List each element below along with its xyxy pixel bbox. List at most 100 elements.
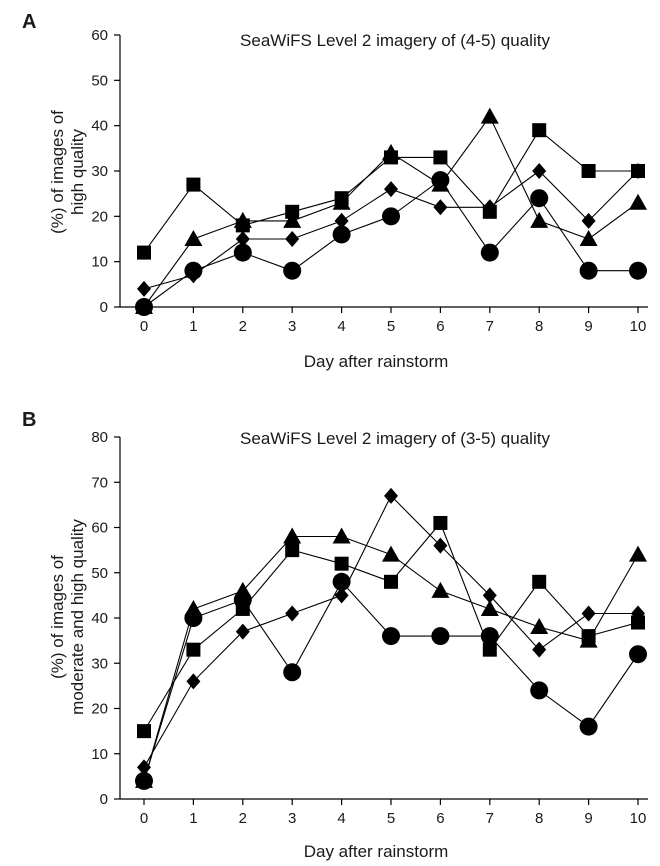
data-point-diamond-b	[532, 641, 547, 658]
data-point-diamond-a	[433, 199, 448, 216]
data-point-triangle-a	[530, 211, 549, 228]
data-point-triangle-a	[283, 211, 302, 228]
data-point-diamond-a	[384, 181, 398, 198]
x-tick-label-a: 7	[486, 318, 494, 335]
data-point-triangle-a	[233, 211, 252, 228]
x-tick-label-a: 1	[189, 318, 197, 335]
data-point-square-b	[532, 574, 547, 589]
axes-a: 0 10 20 30 40 50 60 0 1 2 3 4 5 6 7 8 9 10	[91, 27, 648, 335]
data-point-diamond-b	[384, 487, 398, 504]
data-point-diamond-b	[433, 537, 448, 554]
y-axis-label-b-line1: (%) of images of	[48, 555, 67, 679]
data-point-diamond-b	[581, 605, 596, 622]
y-tick-label-b: 30	[91, 655, 108, 672]
y-tick-label-a: 10	[91, 254, 108, 271]
data-point-circle-b	[233, 590, 252, 609]
y-tick-label-a: 0	[100, 299, 108, 316]
data-point-diamond-b	[235, 623, 250, 640]
data-point-diamond-b	[631, 605, 645, 622]
y-tick-label-a: 40	[91, 118, 108, 135]
y-axis-label-b: (%) of images of moderate and high quali…	[48, 519, 87, 715]
data-point-triangle-b	[431, 581, 450, 598]
chart-title-a: SeaWiFS Level 2 imagery of (4-5) quality	[240, 31, 550, 50]
x-tick-label-b: 5	[387, 810, 395, 827]
x-tick-label-a: 9	[584, 318, 592, 335]
data-point-circle-b	[579, 717, 598, 736]
x-tick-label-b: 7	[486, 810, 494, 827]
data-point-circle-a	[382, 207, 400, 226]
data-point-diamond-a	[285, 231, 300, 247]
data-point-circle-b	[382, 627, 400, 646]
data-point-circle-b	[480, 627, 499, 646]
data-point-diamond-a	[532, 163, 547, 179]
data-point-circle-a	[530, 189, 549, 208]
data-point-diamond-a	[631, 163, 645, 179]
y-tick-label-b: 20	[91, 701, 108, 718]
data-point-circle-a	[629, 261, 647, 280]
data-point-circle-b	[283, 663, 302, 682]
x-tick-label-b: 1	[189, 810, 197, 827]
data-point-circle-a	[332, 225, 351, 244]
data-point-square-a	[285, 204, 300, 219]
y-axis-label-a-line2: high quality	[68, 129, 87, 216]
x-tick-label-b: 8	[535, 810, 543, 827]
y-tick-label-a: 30	[91, 163, 108, 180]
data-point-triangle-a	[184, 230, 203, 246]
y-tick-label-b: 0	[100, 791, 108, 808]
axes-b: 0 10 20 30 40 50 60 70 80 0 1 2 3 4 5 6 7 8 9 10	[91, 429, 648, 827]
series-line-triangle-b	[143, 535, 639, 782]
data-point-square-b	[285, 543, 300, 558]
data-point-circle-b	[135, 771, 153, 790]
data-point-circle-a	[480, 243, 499, 262]
data-point-triangle-a	[332, 193, 351, 210]
y-tick-label-a: 50	[91, 72, 108, 89]
data-point-circle-b	[332, 572, 351, 591]
data-point-diamond-a	[581, 212, 596, 229]
y-tick-label-b: 50	[91, 565, 108, 582]
y-tick-label-a: 20	[91, 208, 108, 225]
y-tick-label-b: 60	[91, 520, 108, 537]
data-point-diamond-a	[482, 199, 497, 216]
data-point-diamond-a	[235, 231, 250, 247]
data-point-triangle-a	[382, 143, 400, 160]
x-tick-label-b: 10	[630, 810, 647, 827]
chart-panel-b: B SeaWiFS Level 2 imagery of (3-5) quali…	[22, 409, 648, 861]
data-point-triangle-b	[530, 618, 549, 635]
data-point-square-a	[532, 123, 547, 138]
x-tick-label-a: 4	[337, 318, 345, 335]
data-point-diamond-b	[137, 759, 151, 776]
x-tick-label-b: 9	[584, 810, 592, 827]
series-line-circle-b	[143, 580, 639, 782]
y-axis-label-b-line2: moderate and high quality	[68, 519, 87, 715]
x-axis-label-a: Day after rainstorm	[304, 352, 449, 371]
y-axis-label-a-line1: (%) of images of	[48, 110, 67, 234]
data-point-square-b	[137, 724, 151, 739]
data-point-square-a	[581, 164, 596, 178]
data-point-square-a	[433, 150, 448, 165]
data-point-circle-a	[135, 298, 153, 316]
y-tick-label-b: 40	[91, 610, 108, 627]
data-point-diamond-a	[334, 212, 349, 229]
x-tick-label-b: 3	[288, 810, 296, 827]
x-tick-label-b: 2	[239, 810, 247, 827]
data-point-square-b	[186, 642, 201, 657]
x-axis-label-b: Day after rainstorm	[304, 842, 449, 861]
chart-panel-a: A SeaWiFS Level 2 imagery of (4-5) quali…	[22, 11, 648, 371]
x-tick-label-b: 0	[140, 810, 148, 827]
panel-letter-a: A	[22, 11, 36, 33]
x-tick-label-a: 6	[436, 318, 444, 335]
x-tick-label-b: 4	[337, 810, 345, 827]
x-tick-label-a: 2	[239, 318, 247, 335]
data-point-circle-a	[233, 243, 252, 262]
chart-title-b: SeaWiFS Level 2 imagery of (3-5) quality	[240, 429, 550, 448]
data-point-circle-b	[184, 609, 203, 627]
data-point-circle-b	[530, 681, 549, 700]
data-point-square-b	[482, 642, 497, 657]
data-point-diamond-b	[334, 587, 349, 604]
data-point-diamond-b	[482, 587, 497, 604]
x-tick-label-a: 8	[535, 318, 543, 335]
series-group-a	[135, 107, 647, 316]
data-point-square-b	[631, 615, 645, 630]
data-point-circle-a	[431, 171, 450, 190]
